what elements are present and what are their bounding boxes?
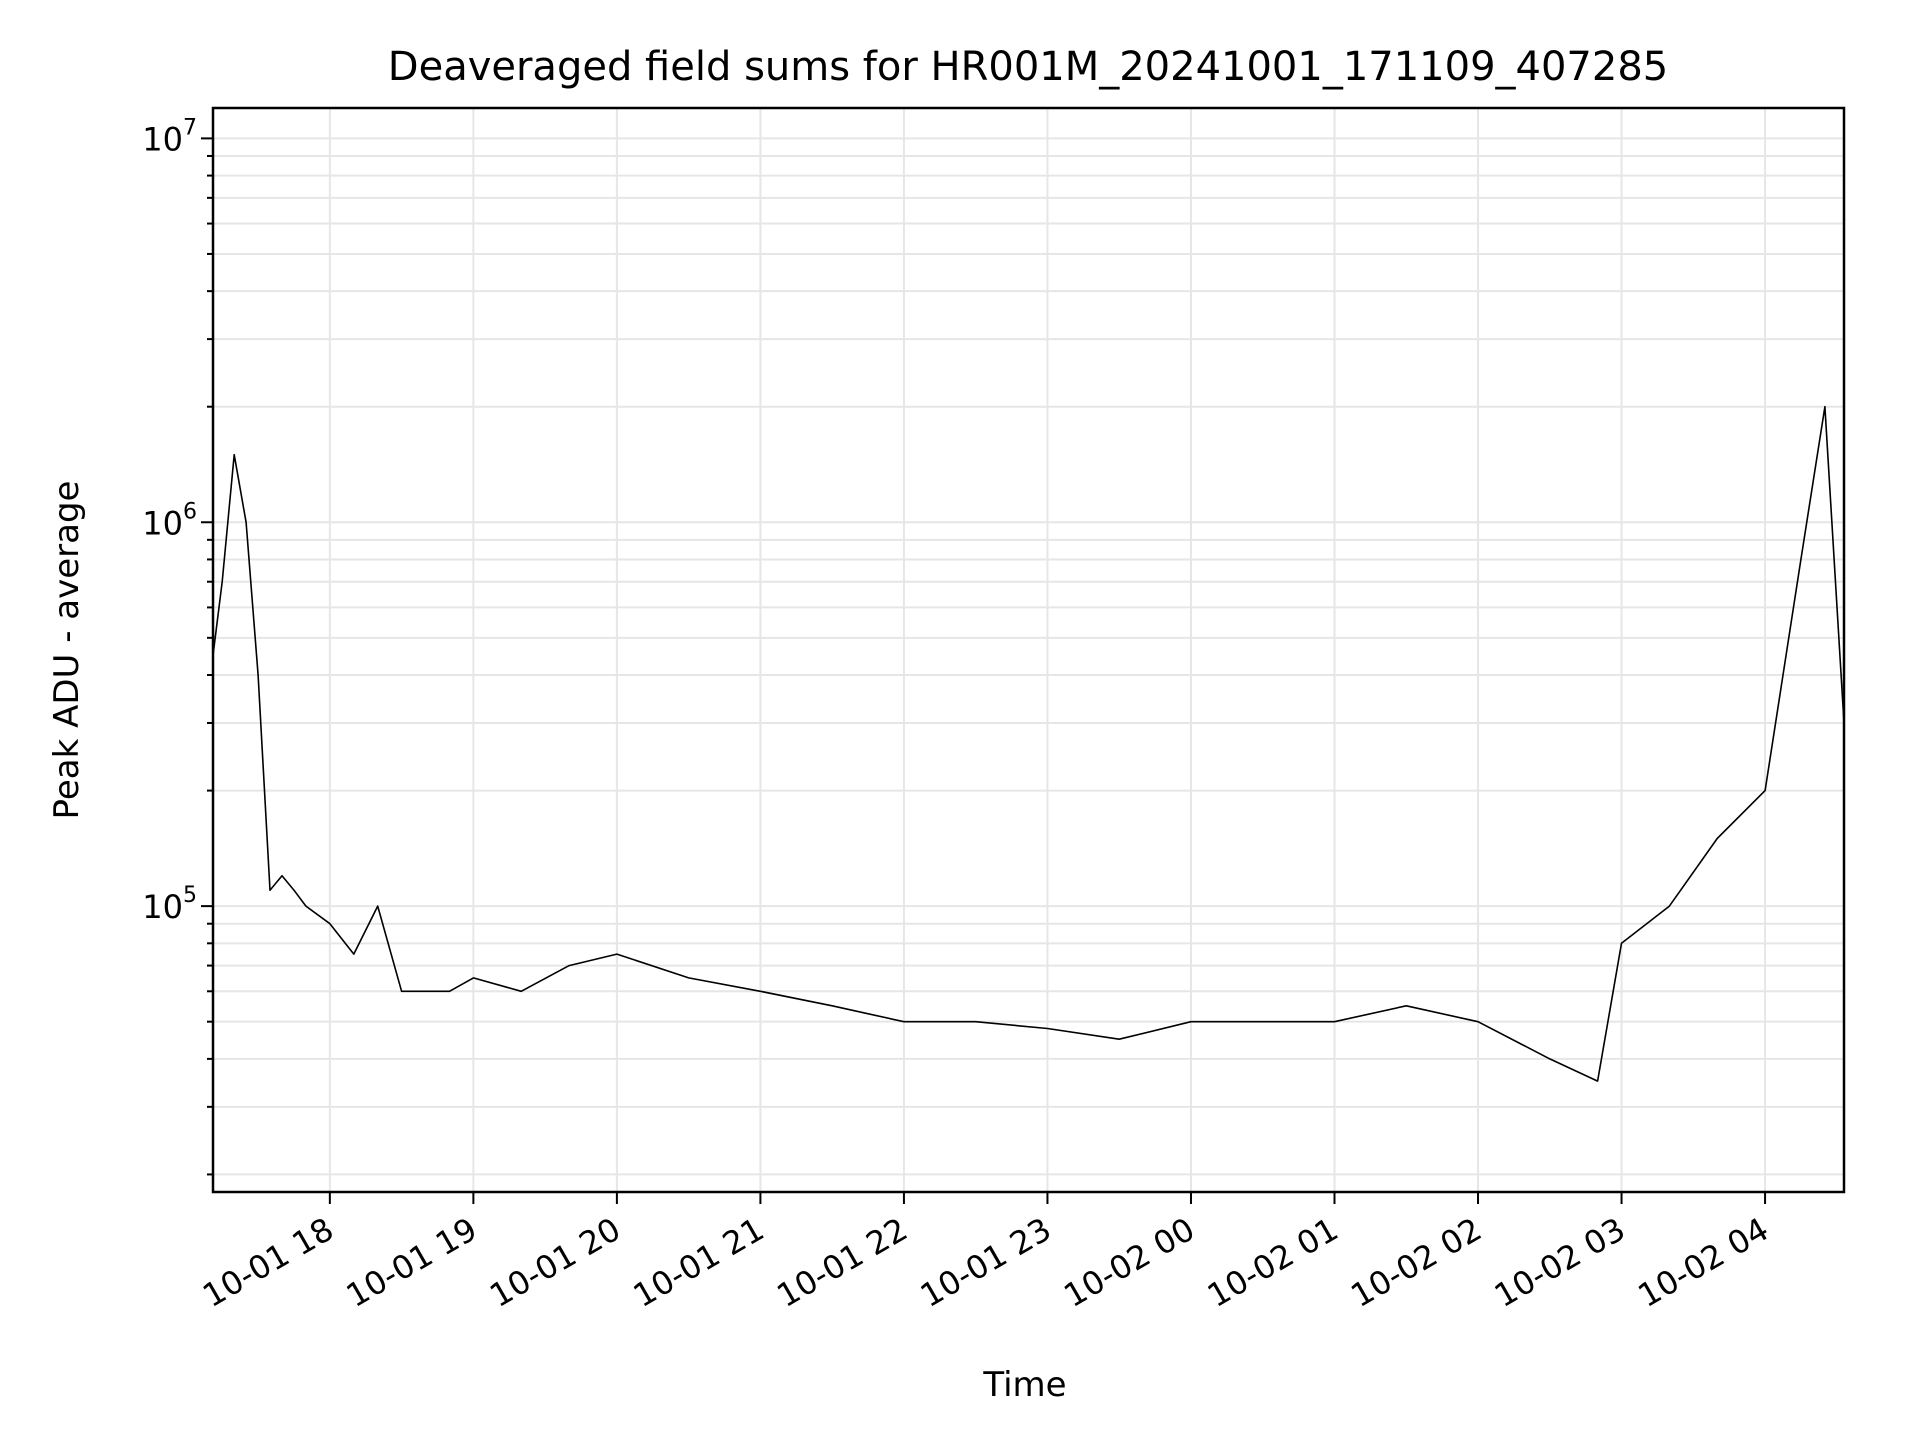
chart-title: Deaveraged field sums for HR001M_2024100… bbox=[388, 44, 1668, 90]
data-trace bbox=[212, 405, 1845, 1082]
series-line bbox=[212, 405, 1845, 1082]
axis-ticks bbox=[201, 137, 1767, 1204]
y-tick-label: 106 bbox=[142, 499, 197, 542]
x-axis-label: Time bbox=[982, 1365, 1066, 1405]
plot-frame bbox=[211, 106, 1846, 1194]
y-axis-label: Peak ADU - average bbox=[47, 481, 87, 820]
y-tick-label: 105 bbox=[142, 883, 197, 926]
y-tick-label: 107 bbox=[142, 115, 197, 158]
y-tick-labels: 105 106 107 bbox=[142, 115, 197, 926]
grid bbox=[213, 108, 1844, 1192]
